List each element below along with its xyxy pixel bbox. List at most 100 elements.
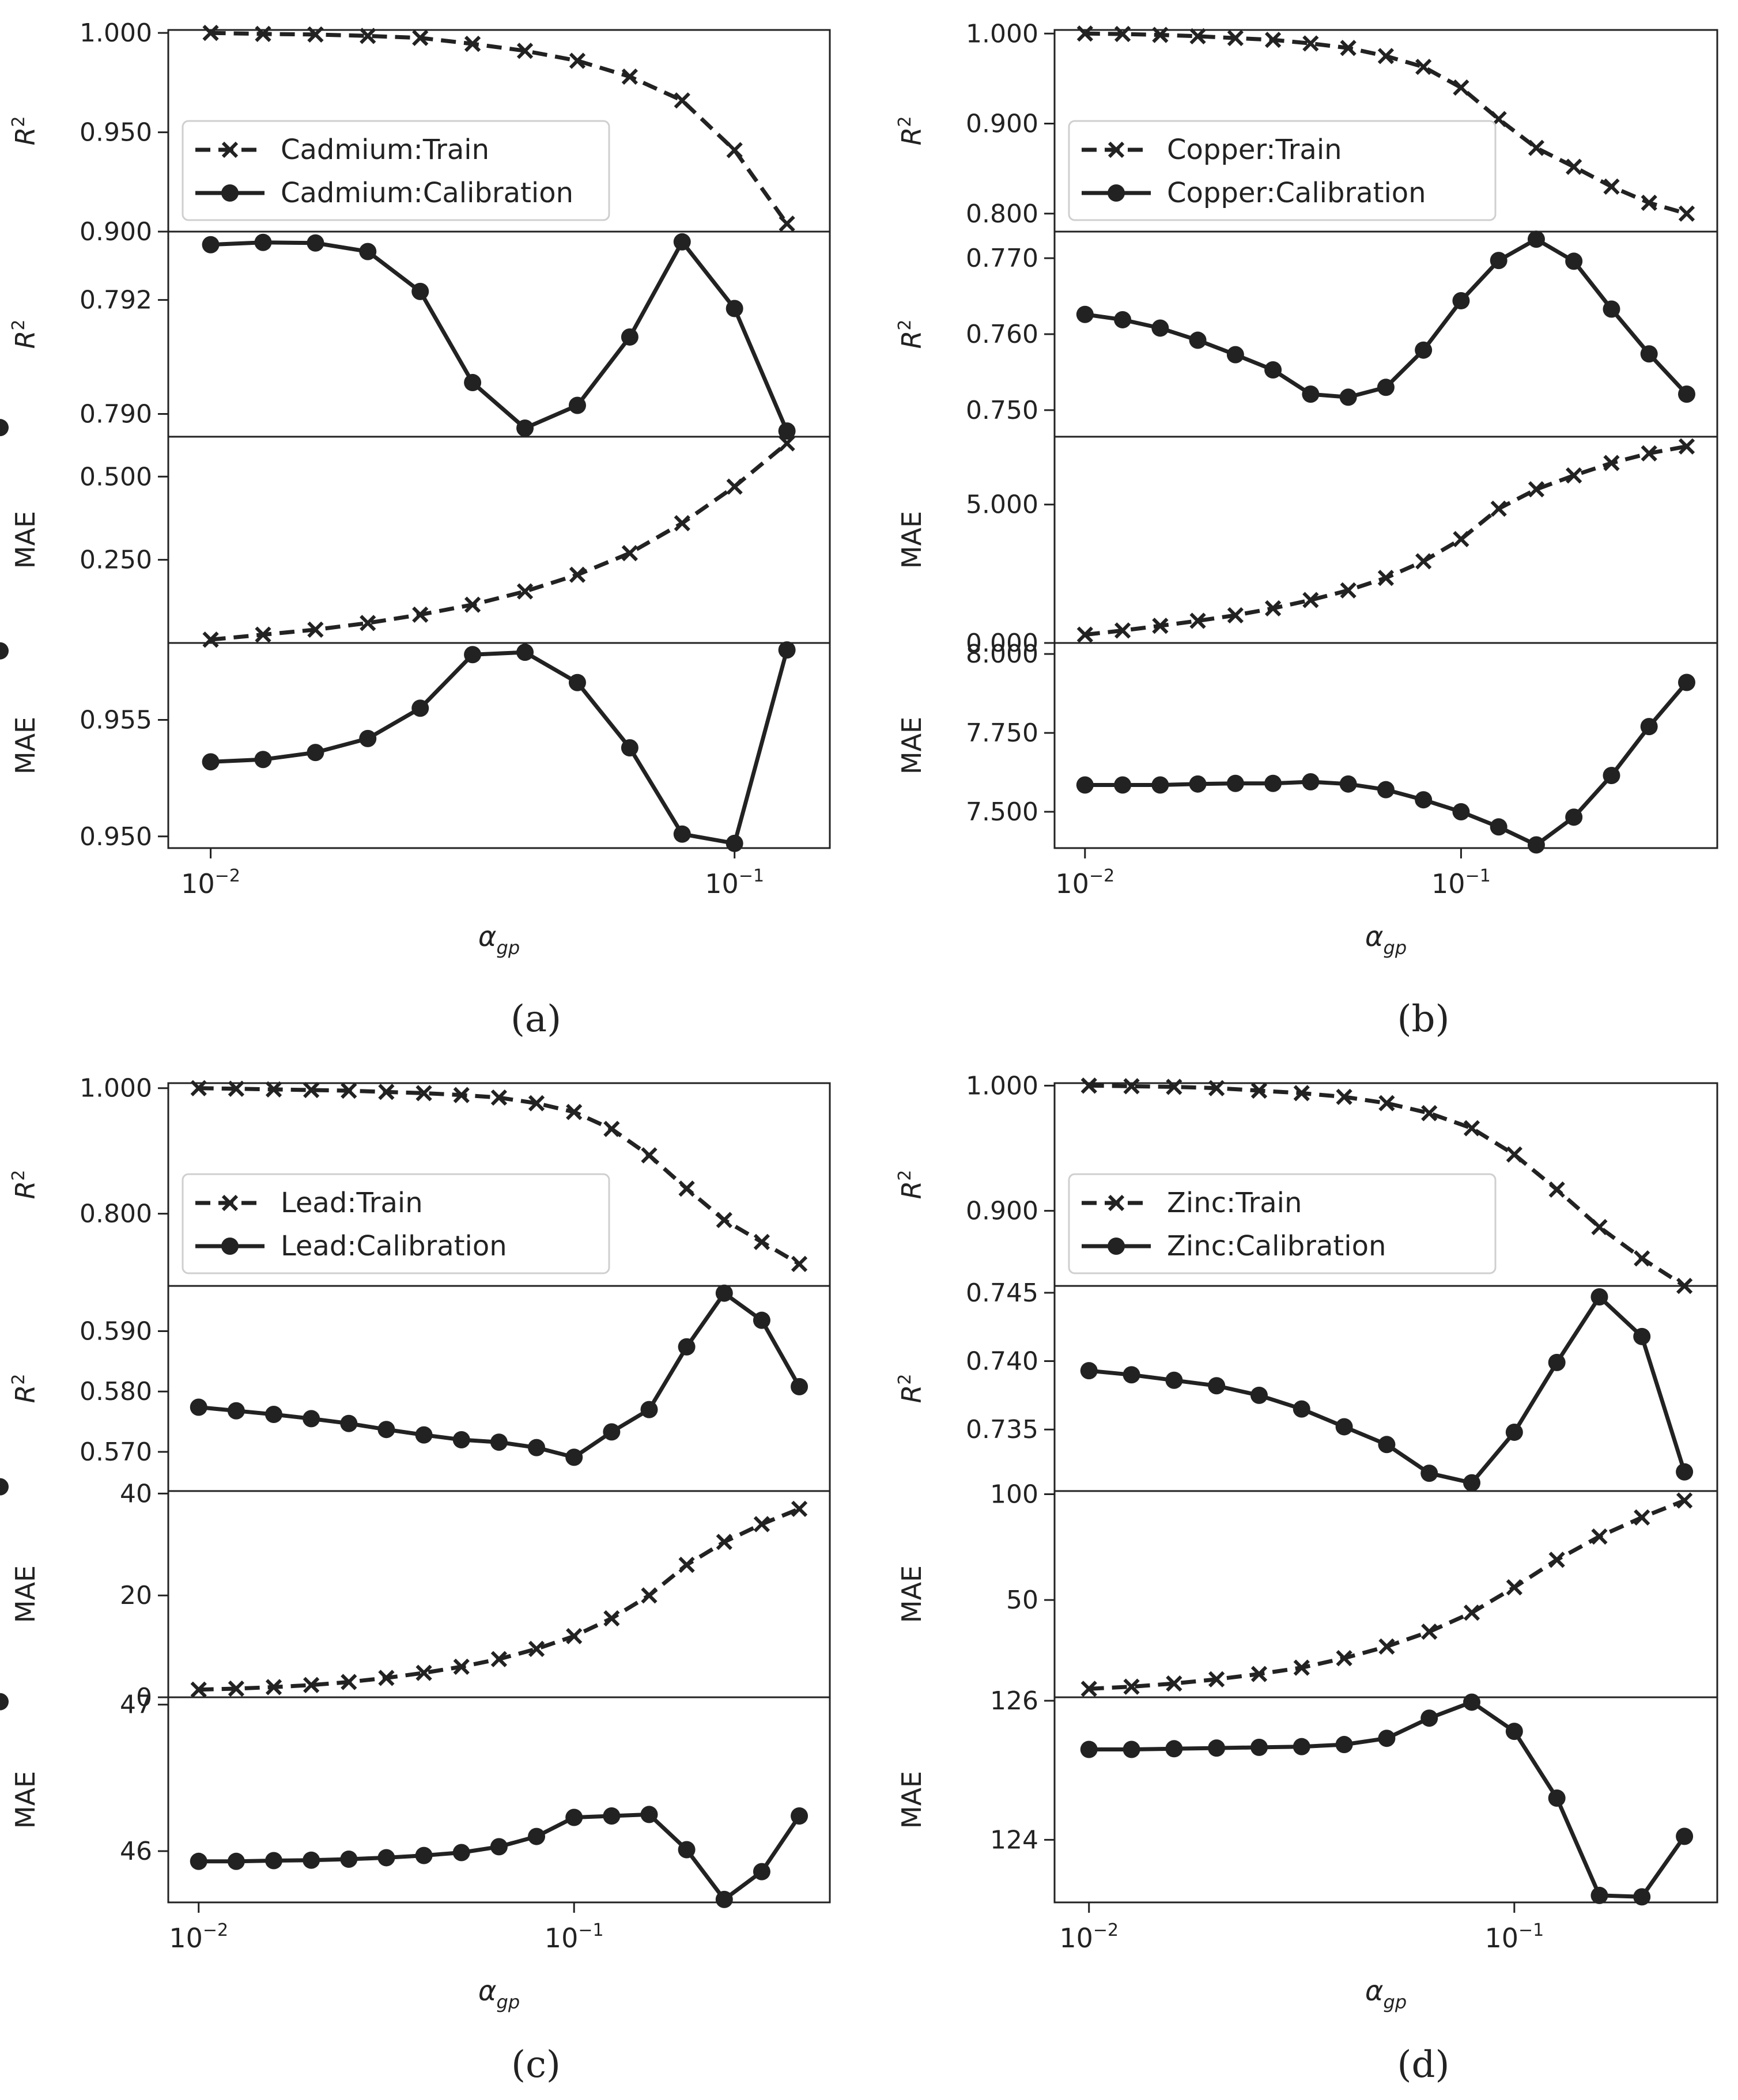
data-point xyxy=(202,631,219,648)
data-point xyxy=(190,1398,207,1416)
x-tick-label: 10−2 xyxy=(169,1920,228,1954)
subplot-4: 46 47 MAE xyxy=(0,1690,831,1908)
data-point xyxy=(1080,1681,1097,1697)
data-point xyxy=(528,1640,545,1658)
data-point xyxy=(453,1087,470,1103)
data-point xyxy=(715,1890,733,1908)
data-point xyxy=(1377,781,1395,799)
data-point xyxy=(1565,808,1583,826)
data-point xyxy=(1378,1638,1395,1655)
data-point xyxy=(1189,775,1207,793)
data-point xyxy=(307,744,324,762)
y-axis-label: R2 xyxy=(895,1170,927,1199)
axes-frame xyxy=(1053,1490,1718,1698)
data-point xyxy=(1591,1528,1608,1545)
data-point xyxy=(1633,1888,1651,1906)
data-point xyxy=(228,1080,245,1097)
data-point xyxy=(378,1670,395,1686)
y-tick-label: 0.570 xyxy=(80,1437,152,1467)
data-point xyxy=(1548,1552,1565,1568)
subplot-3: 0.000 5.000 MAE xyxy=(896,437,1718,658)
y-tick-label: 1.000 xyxy=(966,1071,1038,1100)
data-point xyxy=(1603,300,1620,318)
data-point xyxy=(1377,569,1395,587)
data-point xyxy=(1420,1465,1438,1482)
data-point xyxy=(1123,1678,1140,1695)
y-tick-label: 126 xyxy=(990,1686,1038,1716)
y-axis-label: MAE xyxy=(896,511,927,569)
y-axis-label-main: R xyxy=(10,1181,41,1200)
y-axis-label: MAE xyxy=(10,511,41,569)
subplot-3: 0 20 40 MAE xyxy=(10,1479,831,1712)
data-point xyxy=(1189,612,1206,629)
x-axis-label-sub: gp xyxy=(1384,1991,1407,2013)
data-point xyxy=(1227,607,1244,624)
data-point xyxy=(715,1284,733,1302)
x-tick-label: 10−2 xyxy=(1055,866,1114,899)
data-point xyxy=(303,1851,320,1869)
data-point xyxy=(1151,776,1169,794)
data-point xyxy=(1293,1659,1310,1676)
chart-panel-4: 0.9001.000R20.7350.7400.745R250100MAE124… xyxy=(895,1071,1718,2086)
y-tick-label: 0.250 xyxy=(80,546,152,575)
data-point xyxy=(1250,1666,1268,1682)
y-tick-label: 0.955 xyxy=(80,706,152,735)
data-point xyxy=(202,25,219,41)
y-axis-label: R2 xyxy=(9,1170,41,1199)
data-point xyxy=(1264,32,1282,48)
y-axis-label: MAE xyxy=(896,1771,927,1829)
data-point xyxy=(412,29,429,46)
data-point xyxy=(716,1212,732,1228)
panel-label: (c) xyxy=(511,2044,561,2086)
data-point xyxy=(490,1433,508,1451)
y-axis-label: MAE xyxy=(10,1565,41,1623)
x-tick-label-exp: −1 xyxy=(1518,1920,1544,1940)
data-point xyxy=(516,644,534,661)
data-point xyxy=(778,422,796,440)
data-point xyxy=(753,1233,770,1250)
data-point xyxy=(1677,385,1695,403)
data-point xyxy=(1463,1693,1481,1711)
data-point xyxy=(528,1439,546,1456)
data-point xyxy=(453,1658,470,1675)
data-point xyxy=(1302,35,1319,52)
legend-swatch-marker xyxy=(221,1194,239,1212)
data-point xyxy=(1226,774,1244,792)
x-tick-label-exp: −2 xyxy=(1089,866,1114,886)
data-point xyxy=(415,1847,433,1864)
data-point xyxy=(1340,40,1357,56)
y-axis-label-main: R xyxy=(10,1385,41,1403)
axes-frame xyxy=(167,1490,831,1698)
data-point xyxy=(1123,1366,1140,1384)
subplot-1: 0.800 1.000 R2 xyxy=(9,1074,831,1287)
y-tick-label: 0.500 xyxy=(80,462,152,491)
y-tick-label: 50 xyxy=(1006,1586,1038,1615)
data-point xyxy=(726,478,743,495)
x-tick-label-exp: −2 xyxy=(215,866,240,886)
x-tick-label: 10−2 xyxy=(1059,1920,1119,1954)
y-axis-label-exp: 2 xyxy=(895,116,915,127)
y-tick-label: 0.800 xyxy=(966,199,1038,229)
y-tick-label: 0.740 xyxy=(966,1347,1038,1376)
data-point xyxy=(360,615,376,631)
data-point xyxy=(265,1852,283,1870)
y-tick-label: 0.750 xyxy=(966,396,1038,425)
series-line xyxy=(1085,681,1688,847)
data-point xyxy=(516,419,534,437)
data-point xyxy=(1641,194,1657,211)
x-axis-label: αgp xyxy=(1365,921,1407,959)
x-axis-label-sub: gp xyxy=(497,1991,520,2013)
data-point xyxy=(569,566,586,583)
data-point xyxy=(1336,1649,1352,1667)
data-point xyxy=(1452,292,1470,309)
y-tick-label: 0.800 xyxy=(80,1200,152,1229)
axes-frame xyxy=(167,1696,831,1904)
subplot-1: 0.900 1.000 R2 xyxy=(895,1071,1718,1295)
y-tick-label: 0.000 xyxy=(966,629,1038,658)
data-point xyxy=(1152,618,1169,634)
data-point xyxy=(621,328,638,346)
data-point xyxy=(1165,1371,1183,1389)
data-point xyxy=(452,1844,470,1861)
x-tick-label-base: 10 xyxy=(1484,1923,1518,1954)
